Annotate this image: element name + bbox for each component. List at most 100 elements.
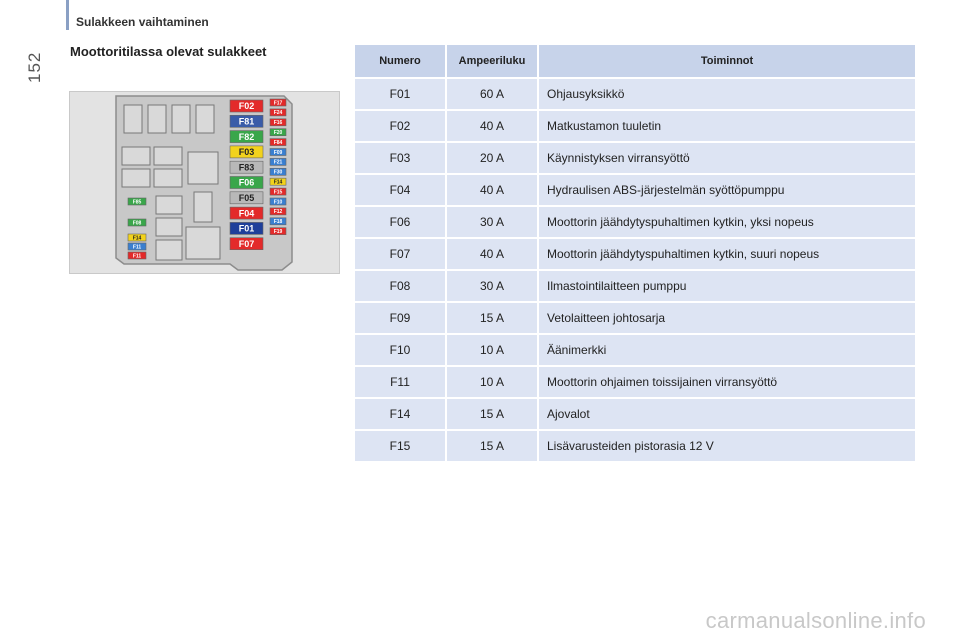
fuse-number: F15 [355,431,447,463]
fuse-number: F04 [355,175,447,207]
svg-text:F05: F05 [239,193,255,203]
fuse-function: Ilmastointilaitteen pumppu [539,271,915,303]
svg-text:F16: F16 [274,120,283,126]
fuse-number: F09 [355,303,447,335]
small-fuse-column-right: F17 F24 F16 F20 F84 F09 F21 F30 F14 F15 F10 F12 F18 F… [269,98,287,235]
fuse-table-header-row: Numero Ampeeriluku Toiminnot [355,45,915,79]
svg-text:F85: F85 [133,199,142,205]
fuse-label-small: F09 [269,148,287,156]
fuse-label-small: F84 [269,138,287,146]
fuse-function: Matkustamon tuuletin [539,111,915,143]
fuse-function: Lisävarusteiden pistorasia 12 V [539,431,915,463]
svg-text:F04: F04 [239,208,255,218]
fuse-number: F02 [355,111,447,143]
table-row: F09 15 A Vetolaitteen johtosarja [355,303,915,335]
table-row: F03 20 A Käynnistyksen virransyöttö [355,143,915,175]
relay-slot [147,104,167,134]
fuse-label: F06 [229,176,264,189]
relay-slot [123,104,143,134]
svg-text:F15: F15 [274,189,283,195]
big-fuse-column: F02 F81 F82 F03 F83 F06 F05 F04 F01 F07 [229,99,264,250]
watermark: carmanualsonline.info [705,608,926,633]
section-title: Moottoritilassa olevat sulakkeet [70,44,267,59]
fuse-amperage: 40 A [447,175,539,207]
fuse-label: F05 [229,191,264,205]
svg-text:F03: F03 [239,147,255,157]
fuse-label-small: F15 [269,187,287,196]
svg-text:F11: F11 [133,244,142,250]
svg-text:F02: F02 [239,101,255,111]
fuse-number: F07 [355,239,447,271]
fuse-function: Ajovalot [539,399,915,431]
fuse-label-small: F14 [127,233,147,241]
relay-slot [153,168,183,188]
fuse-function: Moottorin ohjaimen toissijainen virransy… [539,367,915,399]
fuse-label: F02 [229,99,264,113]
table-row: F01 60 A Ohjausyksikkö [355,79,915,111]
fuse-number: F03 [355,143,447,175]
svg-text:F14: F14 [274,180,283,186]
svg-text:F18: F18 [274,219,283,225]
fuse-label: F01 [229,222,264,235]
svg-text:F17: F17 [274,100,283,106]
fuse-label-small: F24 [269,108,287,117]
svg-text:F30: F30 [274,170,283,176]
fuse-label: F81 [229,114,264,128]
fuse-function: Moottorin jäähdytyspuhaltimen kytkin, yk… [539,207,915,239]
fuse-label: F07 [229,237,264,250]
svg-text:F82: F82 [239,132,255,142]
fuse-label-small: F18 [269,217,287,225]
fuse-function: Ohjausyksikkö [539,79,915,111]
section-header: Sulakkeen vaihtaminen [76,15,209,29]
svg-text:F07: F07 [239,239,255,249]
fuse-label-small: F11 [127,242,147,250]
fuse-label: F04 [229,206,264,220]
fuse-label-small: F16 [269,118,287,127]
fuse-function: Vetolaitteen johtosarja [539,303,915,335]
svg-text:F06: F06 [239,178,255,188]
table-row: F07 40 A Moottorin jäähdytyspuhaltimen kyt… [355,239,915,271]
svg-text:F24: F24 [274,110,283,116]
table-row: F11 10 A Moottorin ohjaimen toissijainen v… [355,367,915,399]
fuse-amperage: 15 A [447,399,539,431]
fuse-label-small: F85 [127,197,147,205]
table-row: F04 40 A Hydraulisen ABS-järjestelmän syöt… [355,175,915,207]
fuse-label-small: F11 [127,251,147,260]
svg-text:F08: F08 [133,220,142,226]
svg-text:F14: F14 [133,235,142,241]
fuse-number: F08 [355,271,447,303]
header-number: Numero [355,45,447,79]
relay-slot [121,168,151,188]
svg-text:F11: F11 [133,253,142,259]
fuse-amperage: 30 A [447,207,539,239]
svg-text:F81: F81 [239,117,255,127]
fuse-amperage: 20 A [447,143,539,175]
relay-slot [121,146,151,166]
fuse-label-small: F20 [269,128,287,137]
fuse-label-small: F21 [269,158,287,166]
relay-slot [185,226,221,260]
table-row: F08 30 A Ilmastointilaitteen pumppu [355,271,915,303]
fuse-label-small: F08 [127,218,147,226]
fuse-amperage: 10 A [447,367,539,399]
relay-slot [155,195,183,215]
fuse-table: Numero Ampeeriluku Toiminnot F01 60 A Ohja… [355,45,915,463]
svg-text:F12: F12 [274,209,283,215]
relay-slot [155,239,183,261]
relay-slot [155,217,183,237]
fuse-amperage: 40 A [447,239,539,271]
fuse-label: F82 [229,130,264,143]
header-accent-bar [66,0,69,30]
fuse-number: F11 [355,367,447,399]
fuse-label-small: F12 [269,207,287,216]
table-row: F10 10 A Äänimerkki [355,335,915,367]
fuse-label-small: F17 [269,98,287,106]
fuse-amperage: 40 A [447,111,539,143]
header-amperage: Ampeeriluku [447,45,539,79]
svg-text:F19: F19 [274,229,283,235]
fuse-label: F03 [229,145,264,159]
svg-text:F20: F20 [274,130,283,136]
table-row: F15 15 A Lisävarusteiden pistorasia 12 V [355,431,915,463]
fuse-label: F83 [229,160,264,174]
fuse-function: Äänimerkki [539,335,915,367]
